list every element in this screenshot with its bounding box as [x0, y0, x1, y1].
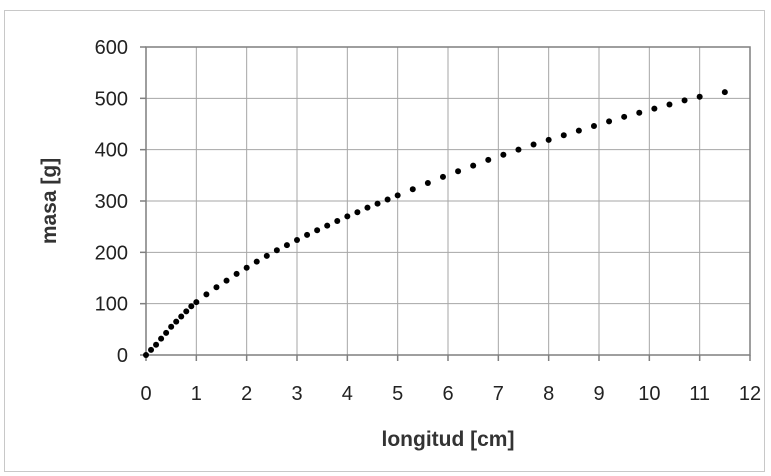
data-point [283, 242, 290, 249]
data-point [485, 156, 492, 163]
data-point [439, 173, 446, 180]
y-tick-label: 600 [95, 37, 128, 59]
data-point [394, 192, 401, 199]
data-point [560, 132, 567, 139]
data-point [294, 237, 300, 244]
data-point [606, 118, 613, 125]
data-point [409, 186, 416, 193]
data-point [148, 346, 155, 353]
y-tick-label: 0 [117, 345, 128, 367]
data-point [515, 146, 522, 153]
y-axis-title: masa [g] [38, 158, 61, 244]
x-axis-title: longitud [cm] [382, 428, 515, 451]
data-point [203, 291, 210, 298]
data-point [364, 204, 371, 211]
data-point [263, 252, 270, 259]
data-point [213, 284, 220, 291]
data-point [143, 352, 149, 358]
data-point [374, 200, 381, 207]
x-tick-label: 12 [739, 383, 761, 405]
data-point [173, 318, 180, 325]
data-point [314, 227, 321, 234]
grid-lines [145, 46, 751, 356]
data-point [384, 196, 391, 203]
x-tick-label: 1 [191, 383, 202, 405]
data-point [183, 308, 190, 315]
data-point [621, 113, 628, 120]
data-point [334, 218, 341, 225]
data-point [168, 323, 175, 330]
x-tick-label: 11 [689, 383, 710, 405]
data-point [696, 93, 703, 100]
y-tick-label: 400 [95, 140, 128, 162]
data-point [153, 341, 160, 348]
data-point [575, 127, 582, 134]
data-point [243, 264, 250, 271]
y-tick-label: 500 [95, 88, 128, 110]
data-point [163, 329, 170, 336]
data-point [681, 97, 688, 104]
x-tick-label: 6 [442, 383, 453, 405]
x-tick-label: 8 [543, 383, 554, 405]
data-point [253, 258, 260, 265]
data-points [143, 89, 728, 358]
data-point [354, 209, 361, 216]
data-point [233, 270, 240, 277]
data-point [223, 277, 230, 284]
data-point [530, 141, 537, 148]
x-tick-label: 7 [493, 383, 504, 405]
x-tick-label: 10 [638, 383, 660, 405]
data-point [273, 247, 280, 254]
data-point [188, 303, 195, 310]
data-point [721, 89, 728, 96]
data-point [344, 213, 351, 220]
data-point [324, 222, 331, 229]
data-point [455, 168, 462, 175]
x-tick-label: 9 [593, 383, 604, 405]
x-tick-label: 3 [291, 383, 302, 405]
data-point [304, 231, 311, 238]
x-tick-label: 5 [392, 383, 403, 405]
data-point [424, 180, 431, 187]
data-point [470, 162, 477, 169]
data-point [500, 151, 507, 158]
data-point [651, 105, 658, 112]
y-tick-label: 200 [95, 242, 128, 264]
y-tick-label: 300 [95, 191, 128, 213]
data-point [545, 136, 552, 143]
data-point [590, 123, 597, 130]
y-tick-label: 100 [95, 294, 128, 316]
x-tick-label: 4 [342, 383, 353, 405]
data-point [178, 313, 185, 320]
data-point [158, 335, 165, 342]
data-point [636, 109, 643, 116]
x-tick-label: 0 [140, 383, 151, 405]
data-point [666, 101, 673, 108]
data-point [193, 299, 200, 306]
x-tick-label: 2 [241, 383, 252, 405]
